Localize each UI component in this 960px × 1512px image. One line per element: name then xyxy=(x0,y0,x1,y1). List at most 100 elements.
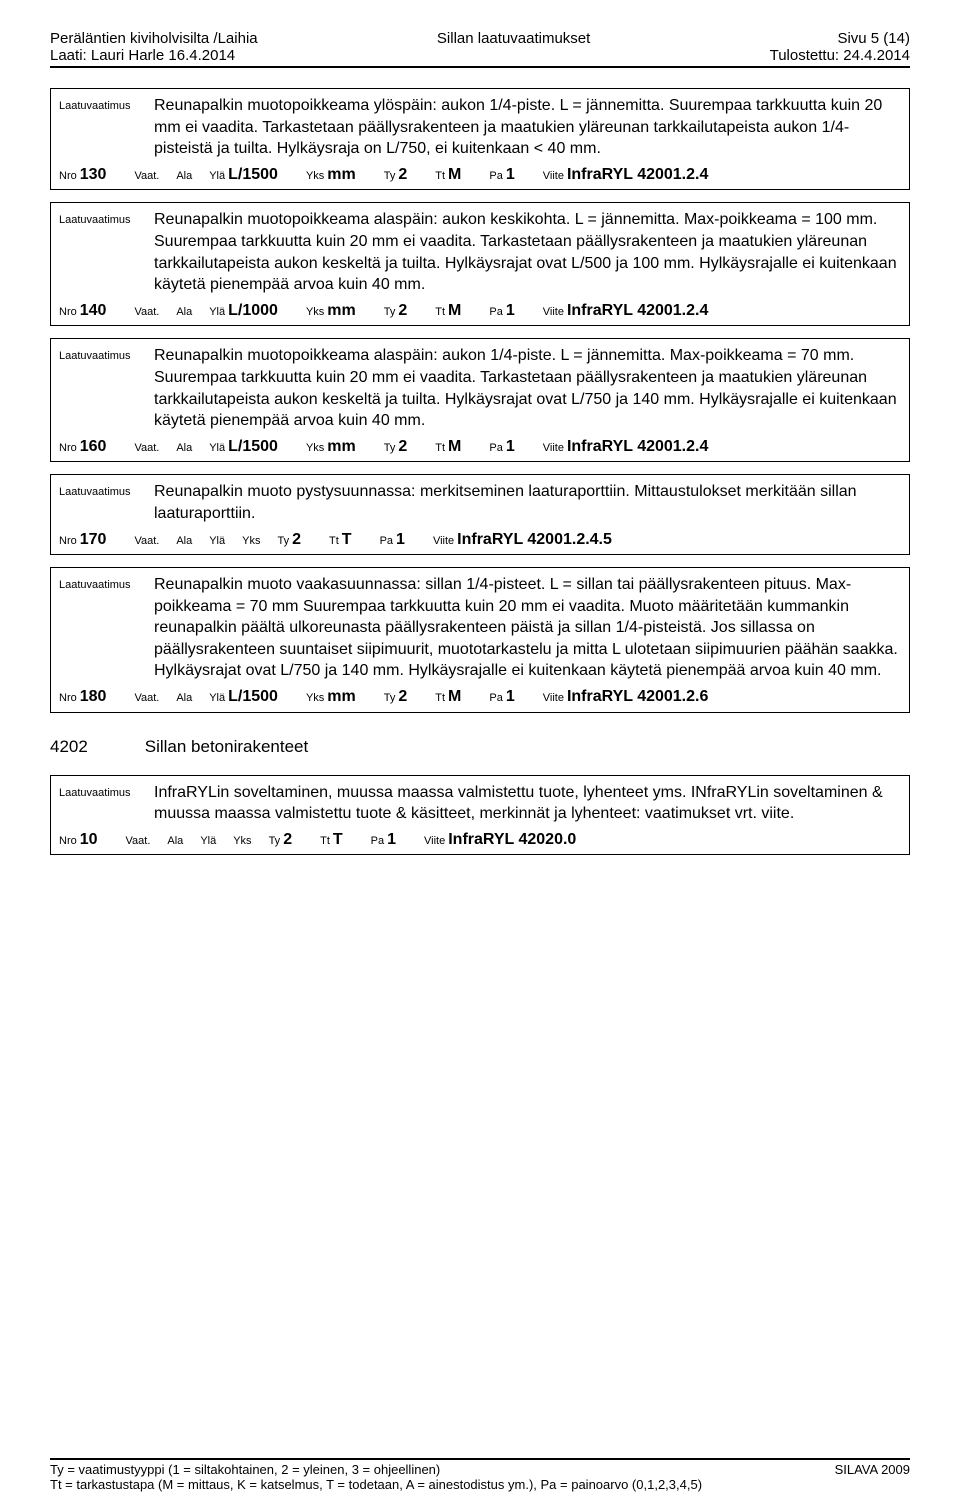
ty-value: 2 xyxy=(283,829,292,851)
ty-value: 2 xyxy=(398,686,407,708)
yks-segment: Yks xyxy=(233,834,254,849)
ala-label: Ala xyxy=(176,305,192,320)
entries-list-2: LaatuvaatimusInfraRYLin soveltaminen, mu… xyxy=(50,775,910,856)
viite-label: Viite xyxy=(543,169,564,184)
vaat-segment: Vaat. xyxy=(134,441,162,456)
tt-segment: TtM xyxy=(435,300,475,322)
yla-value: L/1500 xyxy=(228,164,278,186)
yks-label: Yks xyxy=(233,834,251,849)
yks-value: mm xyxy=(327,436,355,458)
pa-label: Pa xyxy=(371,834,384,849)
tt-value: M xyxy=(448,686,461,708)
yks-label: Yks xyxy=(306,305,324,320)
tt-value: M xyxy=(448,300,461,322)
vaat-label: Vaat. xyxy=(134,169,159,184)
yla-segment: Ylä xyxy=(200,834,219,849)
vaat-segment: Vaat. xyxy=(134,169,162,184)
header-title: Peräläntien kiviholvisilta /Laihia xyxy=(50,30,258,47)
requirement-block: LaatuvaatimusInfraRYLin soveltaminen, mu… xyxy=(50,775,910,856)
nro-segment: Nro140 xyxy=(59,300,120,322)
nro-label: Nro xyxy=(59,169,77,184)
nro-value: 130 xyxy=(80,164,107,186)
viite-segment: ViiteInfraRYL 42001.2.4.5 xyxy=(433,529,626,551)
header-left: Peräläntien kiviholvisilta /Laihia Laati… xyxy=(50,30,258,64)
ala-segment: Ala xyxy=(176,305,195,320)
yla-segment: YläL/1500 xyxy=(209,686,292,708)
ty-label: Ty xyxy=(384,441,396,456)
ala-label: Ala xyxy=(176,441,192,456)
ty-value: 2 xyxy=(398,300,407,322)
requirement-block: LaatuvaatimusReunapalkin muotopoikkeama … xyxy=(50,338,910,462)
pa-label: Pa xyxy=(489,691,502,706)
yks-segment: Yks xyxy=(242,534,263,549)
yks-segment: Yksmm xyxy=(306,300,370,322)
pa-segment: Pa1 xyxy=(489,164,528,186)
header-page: Sivu 5 (14) xyxy=(770,30,910,47)
ala-label: Ala xyxy=(176,169,192,184)
yla-label: Ylä xyxy=(209,305,225,320)
ala-segment: Ala xyxy=(176,169,195,184)
yla-label: Ylä xyxy=(209,691,225,706)
section-heading: 4202 Sillan betonirakenteet xyxy=(50,737,910,757)
ty-label: Ty xyxy=(384,691,396,706)
section-number: 4202 xyxy=(50,737,140,757)
viite-segment: ViiteInfraRYL 42001.2.4 xyxy=(543,300,723,322)
viite-value: InfraRYL 42001.2.6 xyxy=(567,686,708,708)
viite-label: Viite xyxy=(543,305,564,320)
nro-label: Nro xyxy=(59,534,77,549)
requirement-label: Laatuvaatimus xyxy=(59,481,154,524)
tt-label: Tt xyxy=(435,169,445,184)
ty-segment: Ty2 xyxy=(384,300,422,322)
nro-value: 160 xyxy=(80,436,107,458)
ala-segment: Ala xyxy=(176,534,195,549)
ty-value: 2 xyxy=(292,529,301,551)
viite-value: InfraRYL 42001.2.4 xyxy=(567,300,708,322)
viite-value: InfraRYL 42020.0 xyxy=(448,829,576,851)
yks-value: mm xyxy=(327,686,355,708)
pa-segment: Pa1 xyxy=(489,686,528,708)
pa-value: 1 xyxy=(506,436,515,458)
tt-value: T xyxy=(333,829,343,851)
page: Peräläntien kiviholvisilta /Laihia Laati… xyxy=(0,0,960,1512)
requirement-meta-row: Nro10Vaat.AlaYläYksTy2TtTPa1ViiteInfraRY… xyxy=(59,829,901,851)
yla-segment: YläL/1000 xyxy=(209,300,292,322)
yks-label: Yks xyxy=(242,534,260,549)
requirement-description: Reunapalkin muoto pystysuunnassa: merkit… xyxy=(154,481,901,524)
nro-value: 10 xyxy=(80,829,98,851)
nro-value: 140 xyxy=(80,300,107,322)
yla-value: L/1000 xyxy=(228,300,278,322)
pa-value: 1 xyxy=(396,529,405,551)
requirement-text-row: LaatuvaatimusReunapalkin muoto vaakasuun… xyxy=(59,574,901,682)
ty-value: 2 xyxy=(398,436,407,458)
ty-label: Ty xyxy=(269,834,281,849)
ty-segment: Ty2 xyxy=(277,529,315,551)
requirement-description: Reunapalkin muotopoikkeama alaspäin: auk… xyxy=(154,345,901,431)
yks-segment: Yksmm xyxy=(306,164,370,186)
vaat-label: Vaat. xyxy=(134,691,159,706)
pa-value: 1 xyxy=(506,300,515,322)
pa-segment: Pa1 xyxy=(380,529,419,551)
yks-segment: Yksmm xyxy=(306,436,370,458)
tt-value: M xyxy=(448,436,461,458)
ala-label: Ala xyxy=(176,534,192,549)
nro-segment: Nro10 xyxy=(59,829,112,851)
yla-label: Ylä xyxy=(200,834,216,849)
requirement-description: InfraRYLin soveltaminen, muussa maassa v… xyxy=(154,782,901,825)
pa-segment: Pa1 xyxy=(489,300,528,322)
yks-label: Yks xyxy=(306,691,324,706)
requirement-description: Reunapalkin muotopoikkeama ylöspäin: auk… xyxy=(154,95,901,160)
requirement-meta-row: Nro130Vaat.AlaYläL/1500YksmmTy2TtMPa1Vii… xyxy=(59,164,901,186)
nro-segment: Nro170 xyxy=(59,529,120,551)
vaat-label: Vaat. xyxy=(126,834,151,849)
tt-segment: TtT xyxy=(320,829,357,851)
footer-line2: Tt = tarkastustapa (M = mittaus, K = kat… xyxy=(50,1477,702,1492)
requirement-description: Reunapalkin muotopoikkeama alaspäin: auk… xyxy=(154,209,901,295)
yla-label: Ylä xyxy=(209,441,225,456)
requirement-text-row: LaatuvaatimusReunapalkin muotopoikkeama … xyxy=(59,209,901,295)
nro-value: 170 xyxy=(80,529,107,551)
viite-label: Viite xyxy=(543,441,564,456)
requirement-description: Reunapalkin muoto vaakasuunnassa: sillan… xyxy=(154,574,901,682)
pa-label: Pa xyxy=(489,169,502,184)
requirement-meta-row: Nro170Vaat.AlaYläYksTy2TtTPa1ViiteInfraR… xyxy=(59,529,901,551)
header-center: Sillan laatuvaatimukset xyxy=(258,30,770,64)
